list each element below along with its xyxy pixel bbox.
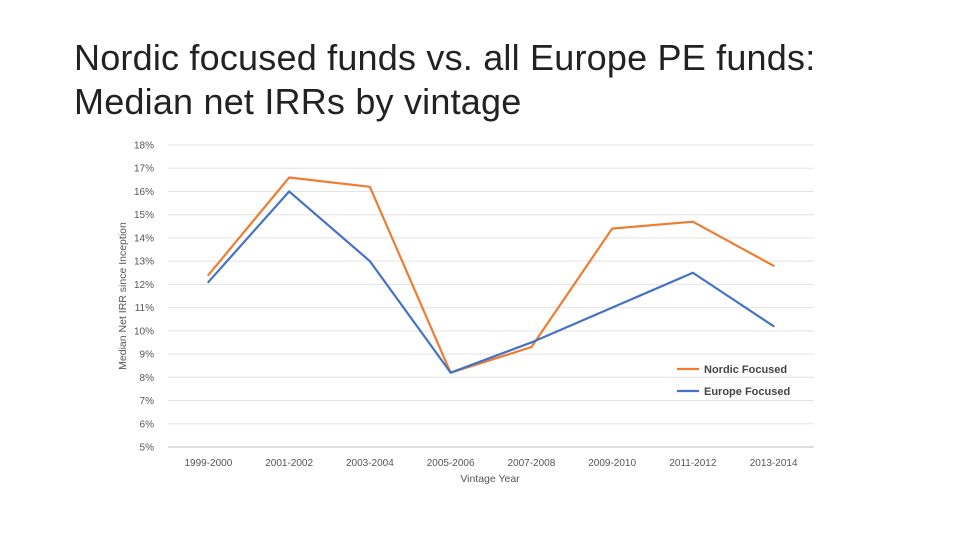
x-axis-ticks: 1999-2000 2001-2002 2003-2004 2005-2006 2007… <box>184 458 798 469</box>
x-tick-label: 2013-2014 <box>750 458 798 469</box>
y-tick-label: 7% <box>140 396 155 407</box>
y-tick-label: 5% <box>140 443 155 454</box>
y-tick-label: 17% <box>134 164 154 175</box>
y-axis-label: Median Net IRR since Inception <box>117 222 129 370</box>
y-tick-label: 14% <box>134 233 154 244</box>
y-tick-label: 13% <box>134 257 154 268</box>
x-tick-label: 2011-2012 <box>669 458 717 469</box>
slide-title-line-2: Median net IRRs by vintage <box>74 81 522 122</box>
series-line-nordic-focused <box>207 176 775 374</box>
y-tick-label: 10% <box>134 326 154 337</box>
x-tick-label: 2007-2008 <box>507 458 555 469</box>
gridlines <box>168 144 814 448</box>
y-tick-label: 8% <box>140 373 155 384</box>
y-tick-label: 6% <box>140 419 155 430</box>
y-tick-label: 18% <box>134 141 154 152</box>
series-lines <box>207 176 775 374</box>
series-line-europe-focused <box>207 190 775 374</box>
slide-title-line-1: Nordic focused funds vs. all Europe PE f… <box>74 37 816 78</box>
y-tick-label: 11% <box>135 303 154 314</box>
y-tick-label: 15% <box>134 210 154 221</box>
legend-label: Europe Focused <box>704 386 790 398</box>
y-axis-ticks: 5% 6% 7% 8% 9% 10% 11% 12% 13% 14% 15% 16% 17% 18% <box>134 141 154 454</box>
x-tick-label: 2005-2006 <box>427 458 475 469</box>
x-tick-label: 1999-2000 <box>184 458 232 469</box>
y-tick-label: 9% <box>140 350 155 361</box>
x-tick-label: 2003-2004 <box>346 458 394 469</box>
x-tick-label: 2009-2010 <box>588 458 636 469</box>
y-tick-label: 12% <box>134 280 154 291</box>
legend-label: Nordic Focused <box>704 364 787 376</box>
legend: Nordic Focused Europe Focused <box>677 364 790 398</box>
slide-title: Nordic focused funds vs. all Europe PE f… <box>74 36 934 124</box>
y-tick-label: 16% <box>134 187 154 198</box>
x-tick-label: 2001-2002 <box>265 458 313 469</box>
x-axis-label: Vintage Year <box>460 473 520 485</box>
